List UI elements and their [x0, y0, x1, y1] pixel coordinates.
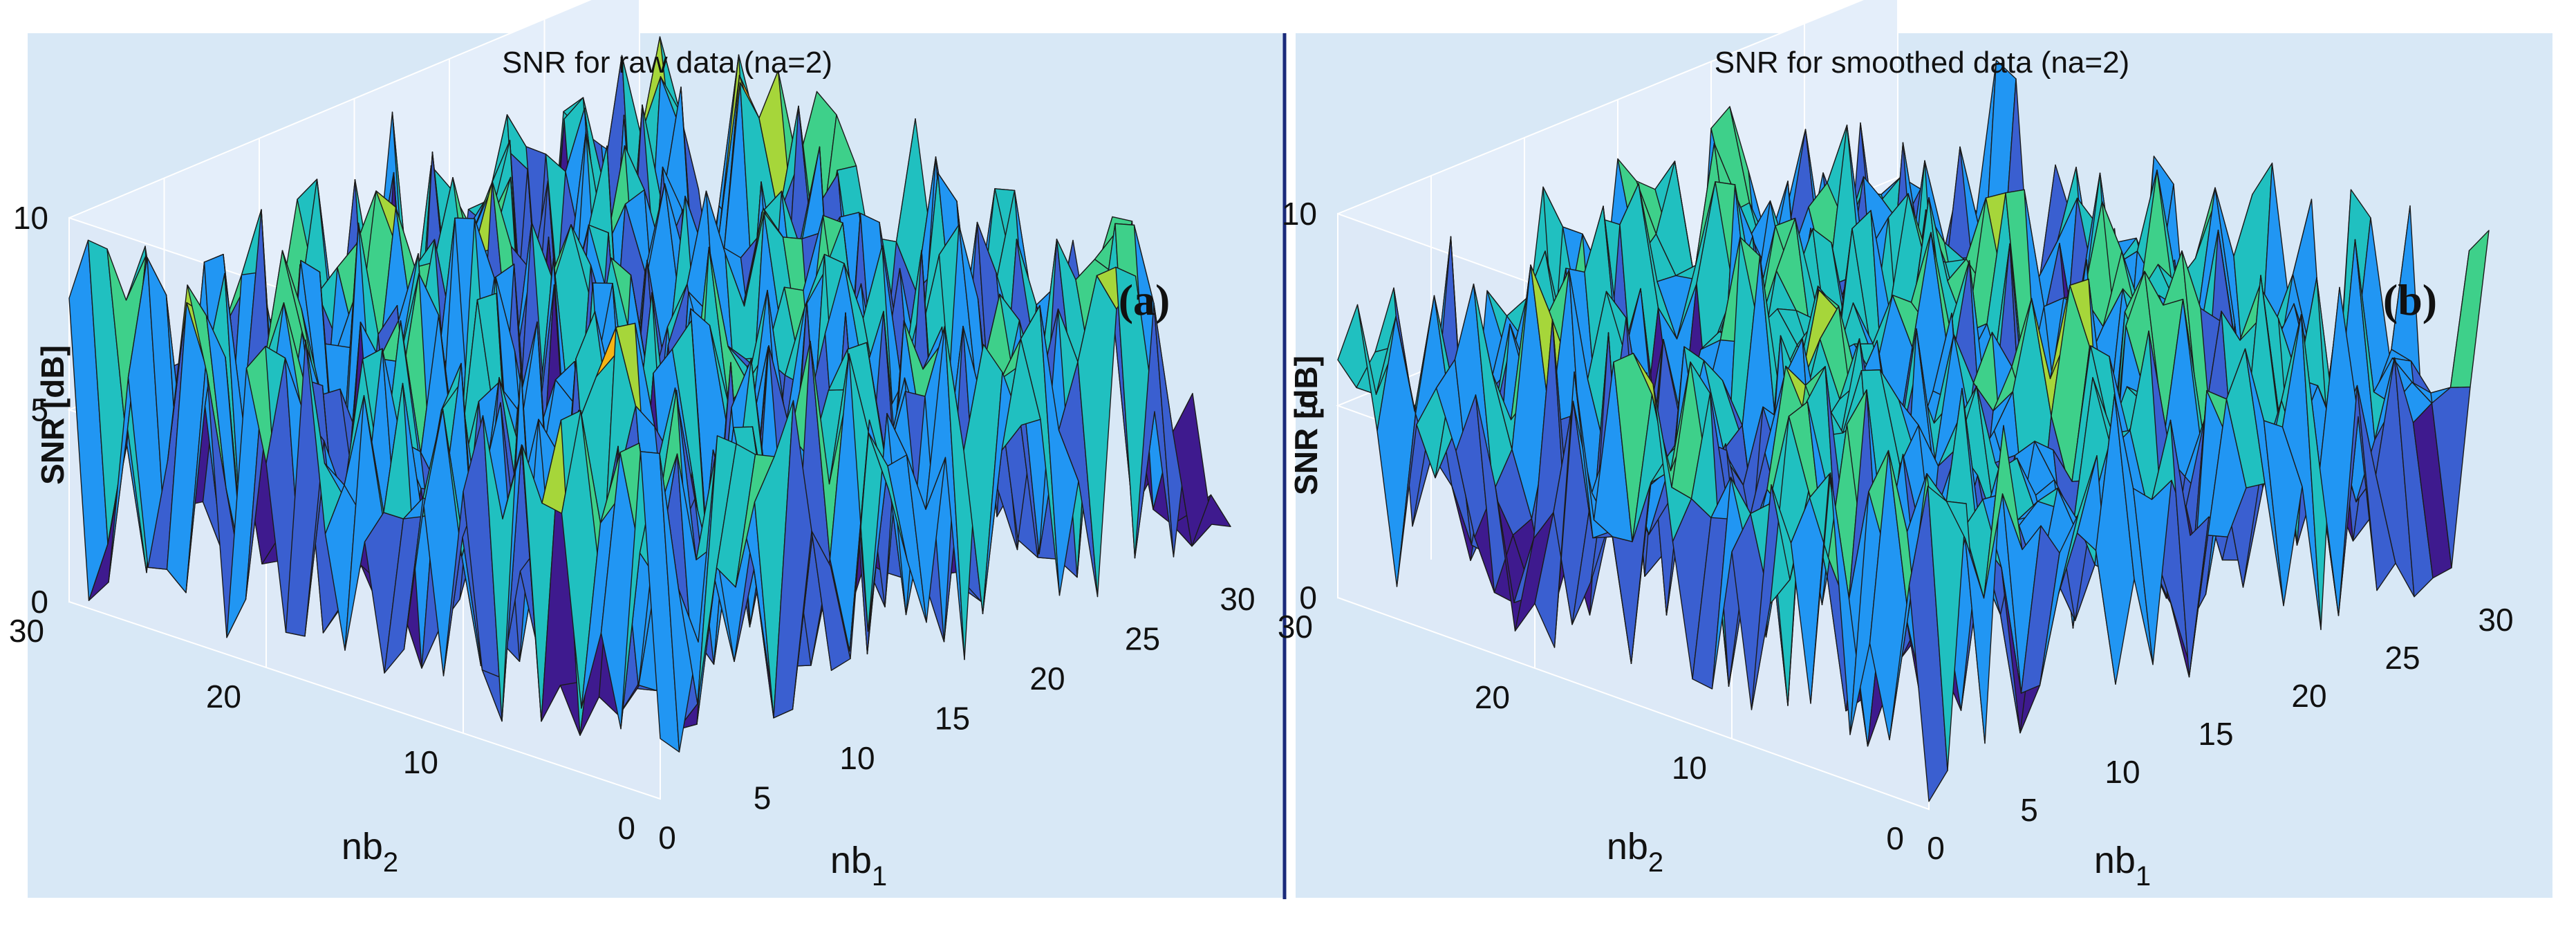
x-tick-label: 0 — [658, 820, 676, 856]
panel-b-annotation: (b) — [2383, 275, 2437, 324]
z-tick-label: 10 — [1282, 196, 1317, 232]
panel-a-x-axis-label-sub: 1 — [872, 861, 887, 892]
y-tick-label: 20 — [206, 679, 241, 715]
x-tick-label: 5 — [754, 780, 772, 816]
panel-a-z-axis-label: SNR [dB] — [35, 345, 71, 485]
z-tick-label: 10 — [13, 200, 48, 236]
panel-b-y-axis-label-main: nb — [1607, 826, 1648, 867]
panel-b-x-axis-label-sub: 1 — [2136, 861, 2151, 892]
x-tick-label: 0 — [1927, 830, 1945, 866]
panel-a-y-axis-label-sub: 2 — [383, 847, 398, 878]
panel-b-x-axis-label: nb1 — [2094, 840, 2151, 892]
x-tick-label: 30 — [1220, 581, 1255, 617]
x-tick-label: 5 — [2020, 792, 2038, 828]
x-tick-label: 25 — [2384, 640, 2420, 676]
y-tick-label: 30 — [1278, 609, 1313, 645]
z-tick-label: 0 — [30, 584, 48, 620]
surface-cell — [2449, 230, 2490, 388]
y-tick-label: 20 — [1475, 679, 1510, 715]
panel-b-y-axis-label-sub: 2 — [1648, 847, 1663, 878]
x-tick-label: 10 — [2104, 754, 2140, 790]
z-tick-label: 5 — [1299, 388, 1317, 424]
panel-a-annotation: (a) — [1119, 275, 1170, 324]
y-tick-label: 10 — [403, 744, 438, 780]
panel-b-surface — [1337, 59, 2490, 802]
x-tick-label: 25 — [1125, 621, 1160, 657]
z-tick-label: 5 — [30, 392, 48, 428]
x-tick-label: 10 — [839, 740, 875, 776]
panel-a-x-axis-label: nb1 — [830, 840, 887, 892]
x-tick-label: 20 — [2291, 678, 2326, 714]
x-tick-label: 15 — [2198, 716, 2233, 752]
y-tick-label: 0 — [617, 810, 635, 846]
y-tick-label: 0 — [1886, 820, 1904, 856]
panel-a-title: SNR for raw data (na=2) — [502, 46, 832, 80]
panel-b-x-axis-label-main: nb — [2094, 840, 2136, 881]
panel-b-y-axis-label: nb2 — [1607, 826, 1663, 878]
panel-a-x-axis-label-main: nb — [830, 840, 872, 881]
z-tick-label: 0 — [1299, 580, 1317, 616]
surface-cell — [1191, 494, 1231, 547]
x-tick-label: 20 — [1029, 661, 1065, 697]
panel-b-title: SNR for smoothed data (na=2) — [1715, 46, 2129, 80]
panel-b-z-axis-label: SNR [dB] — [1288, 356, 1324, 495]
y-tick-label: 10 — [1672, 750, 1707, 786]
panel-a-y-axis-label: nb2 — [342, 826, 398, 878]
x-tick-label: 30 — [2478, 602, 2513, 638]
x-tick-label: 15 — [935, 701, 970, 737]
panel-a-y-axis-label-main: nb — [342, 826, 383, 867]
y-tick-label: 30 — [9, 613, 44, 649]
panel-a-surface — [68, 36, 1231, 753]
